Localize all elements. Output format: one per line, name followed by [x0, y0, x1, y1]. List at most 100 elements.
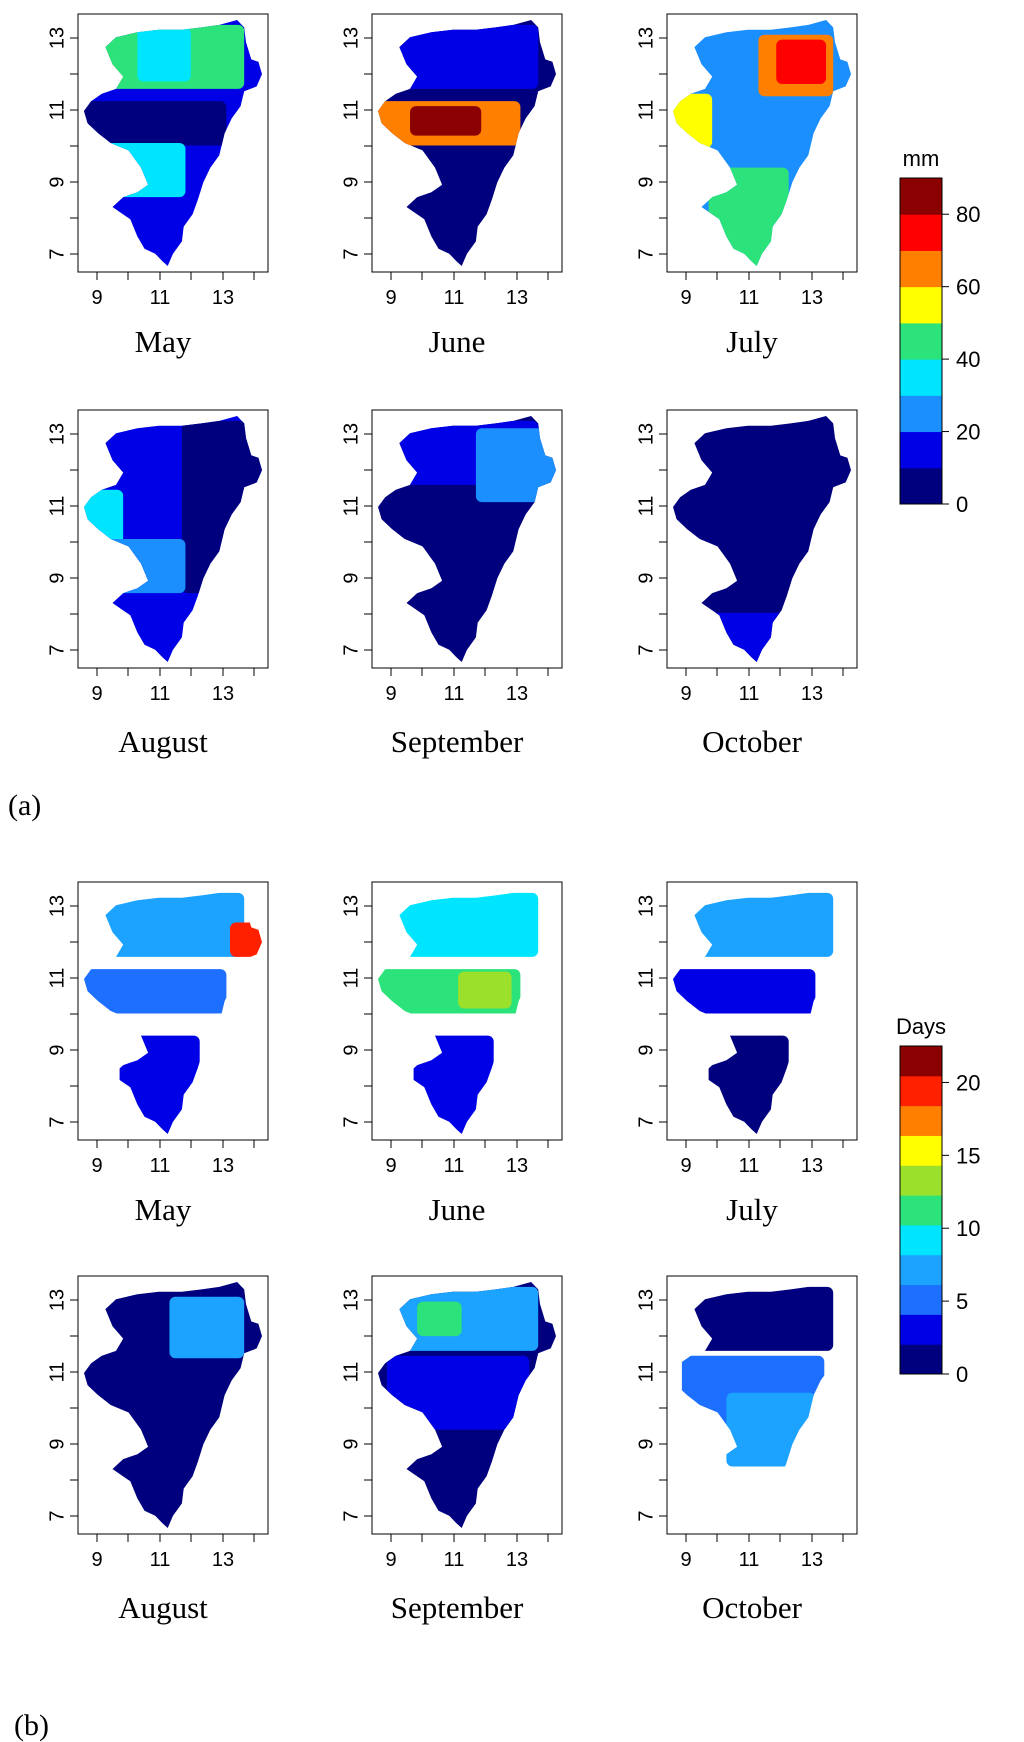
- y-tick-label: 11: [340, 1362, 362, 1383]
- colorbar-tick-label: 80: [956, 202, 980, 227]
- map-zones: [84, 416, 262, 662]
- x-tick-label: 13: [801, 683, 823, 705]
- map-a-october: 7 9 11 13 9 11 13 October: [635, 409, 858, 759]
- colorbar-swatch: [900, 1284, 942, 1315]
- y-tick-label: 13: [340, 423, 362, 445]
- colorbar-swatch: [900, 322, 942, 360]
- y-tick-label: 9: [340, 176, 362, 187]
- y-tick-label: 11: [340, 968, 362, 989]
- y-tick-label: 13: [46, 27, 68, 49]
- colorbar-swatch: [900, 1224, 942, 1256]
- plot-frame: [666, 13, 858, 273]
- month-label: September: [391, 724, 524, 759]
- y-tick-label: 11: [635, 100, 657, 121]
- panel-label-b: (b): [14, 1709, 49, 1742]
- zone-northeast-core: [776, 39, 827, 84]
- y-tick-label: 13: [635, 423, 657, 445]
- x-tick-label: 13: [801, 1155, 823, 1177]
- plot-frame: [666, 1275, 858, 1535]
- plot-frame: [77, 881, 269, 1141]
- zone-west-coast: [84, 489, 124, 544]
- zone-central-band: [84, 101, 227, 146]
- y-tick-label: 11: [46, 496, 68, 517]
- y-tick-label: 7: [46, 248, 68, 259]
- month-label: May: [135, 324, 192, 359]
- colorbar-swatch: [900, 250, 942, 288]
- map-b-september: 7 9 11 13 9 11 13 September: [340, 1275, 563, 1625]
- map-zones: [378, 1282, 556, 1528]
- y-tick-label: 7: [46, 1510, 68, 1521]
- colorbar-tick-label: 5: [956, 1289, 968, 1314]
- x-tick-label: 13: [212, 287, 234, 309]
- x-tick-label: 9: [680, 1549, 691, 1571]
- y-tick-label: 13: [340, 895, 362, 917]
- x-tick-label: 11: [444, 1549, 465, 1571]
- colorbar-swatch: [900, 431, 942, 469]
- y-tick-label: 13: [340, 1289, 362, 1311]
- zone-north: [690, 1286, 834, 1351]
- colorbar-title: Days: [896, 1014, 946, 1039]
- colorbar-frame: [899, 1045, 943, 1375]
- y-tick-label: 9: [46, 1044, 68, 1055]
- zone-central: [386, 1355, 530, 1430]
- month-label: September: [391, 1590, 524, 1625]
- map-zones: [378, 20, 556, 266]
- y-tick-label: 9: [635, 1438, 657, 1449]
- map-zones: [378, 892, 539, 1134]
- x-tick-label: 13: [801, 1549, 823, 1571]
- y-tick-label: 9: [46, 572, 68, 583]
- colorbar-swatch: [900, 1046, 942, 1077]
- plot-frame: [371, 1275, 563, 1535]
- y-tick-label: 7: [635, 1116, 657, 1127]
- colorbar-b: Days 0 5 10 15 20: [896, 1014, 981, 1387]
- x-tick-label: 9: [385, 1155, 396, 1177]
- zone-north: [395, 24, 539, 89]
- map-b-may: 7 9 11 13 9 11 13 May: [46, 881, 269, 1227]
- colorbar-tick-label: 40: [956, 347, 980, 372]
- x-tick-label: 13: [506, 1549, 528, 1571]
- map-zones: [84, 20, 262, 266]
- x-tick-label: 11: [150, 287, 171, 309]
- y-tick-label: 11: [340, 100, 362, 121]
- y-tick-label: 9: [635, 572, 657, 583]
- y-tick-label: 9: [635, 176, 657, 187]
- plot-frame: [371, 409, 563, 669]
- y-tick-label: 7: [635, 248, 657, 259]
- colorbar-tick-label: 20: [956, 420, 980, 445]
- zone-southwest: [105, 539, 186, 594]
- y-tick-label: 9: [635, 1044, 657, 1055]
- month-label: July: [726, 324, 778, 359]
- y-tick-label: 7: [46, 644, 68, 655]
- colorbar-swatch: [900, 1344, 942, 1375]
- colorbar-tick-label: 0: [956, 492, 968, 517]
- colorbar-swatch: [900, 1105, 942, 1136]
- y-tick-label: 7: [635, 644, 657, 655]
- zone-central-band: [673, 969, 816, 1014]
- zone-northeast-box: [169, 1296, 245, 1359]
- x-tick-label: 9: [91, 1549, 102, 1571]
- x-tick-label: 13: [212, 1155, 234, 1177]
- y-tick-label: 11: [46, 100, 68, 121]
- zone-south-tip: [708, 612, 789, 662]
- y-tick-label: 9: [340, 1044, 362, 1055]
- y-tick-label: 11: [340, 496, 362, 517]
- month-label: October: [702, 1590, 803, 1625]
- x-tick-label: 11: [739, 1549, 760, 1571]
- plot-frame: [77, 409, 269, 669]
- x-tick-label: 11: [444, 1155, 465, 1177]
- plot-frame: [666, 409, 858, 669]
- x-tick-label: 11: [150, 683, 171, 705]
- plot-frame: [77, 13, 269, 273]
- maps-layer: 7 9 11 13 9 11 13 May 7 9 11 13 9 11 13 June 7 9 11 13 9 11 13…: [46, 13, 858, 1625]
- colorbar-swatch: [900, 1165, 942, 1196]
- colorbar-swatch: [900, 1135, 942, 1166]
- colorbar-title: mm: [903, 146, 940, 171]
- month-label: May: [135, 1192, 192, 1227]
- map-a-may: 7 9 11 13 9 11 13 May: [46, 13, 269, 359]
- y-tick-label: 13: [46, 1289, 68, 1311]
- y-tick-label: 13: [46, 423, 68, 445]
- zone-northeast: [475, 428, 556, 503]
- map-a-june: 7 9 11 13 9 11 13 June: [340, 13, 563, 359]
